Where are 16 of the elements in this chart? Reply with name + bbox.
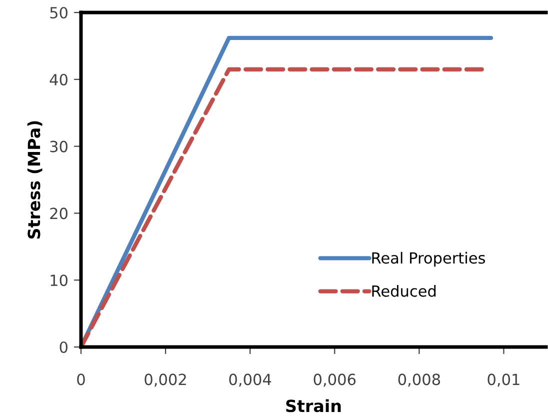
x-tick-label: 0,002	[144, 374, 186, 387]
y-tick-label: 10	[50, 274, 68, 286]
legend-label: Real Properties	[372, 252, 486, 267]
legend-label: Reduced	[372, 285, 436, 297]
y-tick-label: 20	[50, 208, 68, 220]
x-tick-label: 0	[77, 374, 85, 386]
y-tick-label: 30	[50, 140, 68, 152]
x-tick-label: 0,01	[488, 374, 520, 387]
y-tick-label: 0	[60, 341, 68, 354]
y-tick-label: 50	[50, 6, 68, 19]
y-axis-title: Stress (MPa)	[27, 121, 42, 239]
x-tick-label: 0,004	[229, 374, 272, 387]
y-tick-label: 40	[50, 74, 68, 86]
x-tick-label: 0,008	[398, 374, 440, 387]
x-tick-label: 0,006	[314, 374, 356, 387]
x-axis-title: Strain	[286, 399, 341, 412]
